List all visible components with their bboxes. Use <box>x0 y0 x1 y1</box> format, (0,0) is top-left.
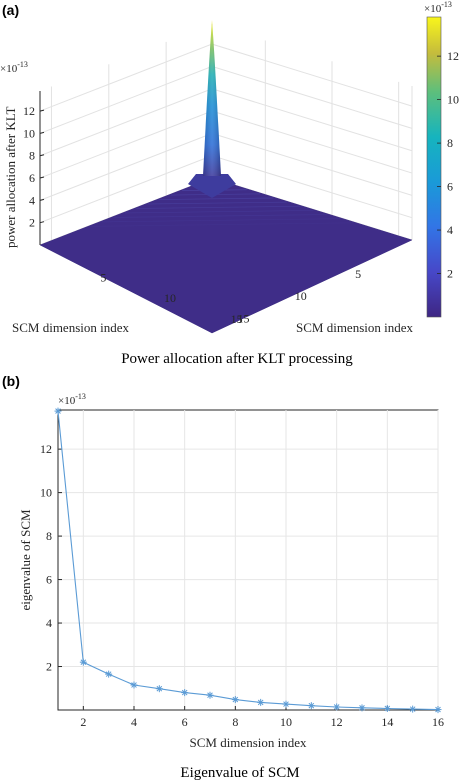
colorbar-tick-label: 10 <box>447 93 459 107</box>
xy-axis-ticks: 5 10 15 5 10 15 <box>100 267 361 326</box>
data-point <box>358 704 366 712</box>
y-tick-label: 8 <box>46 529 52 543</box>
ridge-line <box>124 210 314 214</box>
line-y-axis-title: eigenvalue of SCM <box>18 509 33 611</box>
z-tick-label: 12 <box>23 104 35 118</box>
panel-a-caption: Power allocation after KLT processing <box>121 351 353 367</box>
data-point <box>54 407 62 415</box>
z-tick <box>39 131 45 134</box>
grid-line <box>39 65 413 134</box>
colorbar-ticks: 2 4 6 8 10 12 <box>437 49 459 281</box>
ridge-line <box>136 205 301 209</box>
data-point <box>181 689 189 697</box>
surface-peak <box>188 20 236 198</box>
ridge-line <box>159 197 274 200</box>
z-tick-label: 8 <box>29 149 35 163</box>
panel-a-surface-plot: (a) 2 4 6 8 10 12 ×10-13 power allocation aft… <box>0 0 459 367</box>
data-point <box>206 691 214 699</box>
data-point <box>434 706 442 714</box>
x-tick-label: 4 <box>131 715 137 729</box>
data-point <box>383 704 391 712</box>
x-tick-label: 16 <box>432 715 444 729</box>
grid-line <box>39 110 413 179</box>
colorbar-tick-label: 6 <box>447 180 453 194</box>
data-point <box>79 658 87 666</box>
x-tick-label: 14 <box>381 715 393 729</box>
z-tick-label: 2 <box>29 216 35 230</box>
data-point <box>333 703 341 711</box>
surface-ridges <box>90 181 354 227</box>
x-tick-label: 12 <box>331 715 343 729</box>
y-tick-label: 4 <box>46 616 52 630</box>
ridge-line <box>90 222 354 227</box>
data-point <box>130 681 138 689</box>
y-tick-label: 10 <box>40 486 52 500</box>
y-tick-label: 12 <box>40 442 52 456</box>
panel-b-label: (b) <box>2 373 20 389</box>
data-point <box>105 670 113 678</box>
z-tick-label: 4 <box>29 193 35 207</box>
plot-area <box>57 409 439 711</box>
x-tick-label: 8 <box>232 715 238 729</box>
z-exponent: ×10-13 <box>0 60 28 75</box>
y-axis-title: SCM dimension index <box>296 320 414 335</box>
line-chart-grid <box>58 410 439 710</box>
panel-a-label: (a) <box>2 2 19 18</box>
data-point <box>155 685 163 693</box>
data-point <box>409 705 417 713</box>
y-exponent: ×10-13 <box>58 392 86 407</box>
z-tick-label: 6 <box>29 171 35 185</box>
y-tick-label: 5 <box>100 271 106 285</box>
colorbar-tick-label: 12 <box>447 49 459 63</box>
data-point <box>307 702 315 710</box>
ridge-line <box>101 218 341 223</box>
eigenvalue-markers <box>54 407 442 714</box>
y-tick-label: 2 <box>46 660 52 674</box>
colorbar <box>426 16 442 318</box>
x-tick-label: 10 <box>295 289 307 303</box>
ridge-line <box>113 214 327 218</box>
z-tick <box>39 198 45 201</box>
grid-line <box>39 43 413 112</box>
colorbar-tick-label: 8 <box>447 136 453 150</box>
data-point <box>231 696 239 704</box>
line-chart-ticks: 2 4 6 8 10 12 14 16 2 4 6 8 10 12 <box>40 442 444 729</box>
surface-floor <box>39 177 413 334</box>
x-tick-label: 6 <box>182 715 188 729</box>
z-tick <box>39 221 45 224</box>
z-tick <box>39 154 45 157</box>
x-axis-title: SCM dimension index <box>12 320 130 335</box>
x-tick-label: 10 <box>280 715 292 729</box>
ridge-line <box>147 201 287 205</box>
y-tick-label: 15 <box>231 312 243 326</box>
z-axis-title: power allocation after KLT <box>3 107 18 248</box>
x-tick-label: 2 <box>80 715 86 729</box>
z-tick <box>39 109 45 112</box>
colorbar-tick-label: 2 <box>447 267 453 281</box>
colorbar-exponent: ×10-13 <box>424 0 452 15</box>
panel-b-line-chart: (b) 2 4 6 8 10 12 14 16 2 4 6 8 10 12 ×10-13 eigenval… <box>2 373 444 781</box>
x-tick-label: 5 <box>355 267 361 281</box>
line-x-axis-title: SCM dimension index <box>189 735 307 750</box>
z-axis-ticks: 2 4 6 8 10 12 <box>23 91 45 245</box>
data-point <box>257 698 265 706</box>
z-tick <box>39 176 45 179</box>
grid-line <box>39 88 413 157</box>
eigenvalue-line <box>57 411 439 711</box>
panel-b-caption: Eigenvalue of SCM <box>180 765 299 781</box>
z-tick-label: 10 <box>23 126 35 140</box>
y-tick-label: 10 <box>164 291 176 305</box>
y-tick-label: 6 <box>46 573 52 587</box>
data-point <box>282 700 290 708</box>
colorbar-tick-label: 4 <box>447 223 453 237</box>
x-tick-label: 15 <box>237 312 249 326</box>
